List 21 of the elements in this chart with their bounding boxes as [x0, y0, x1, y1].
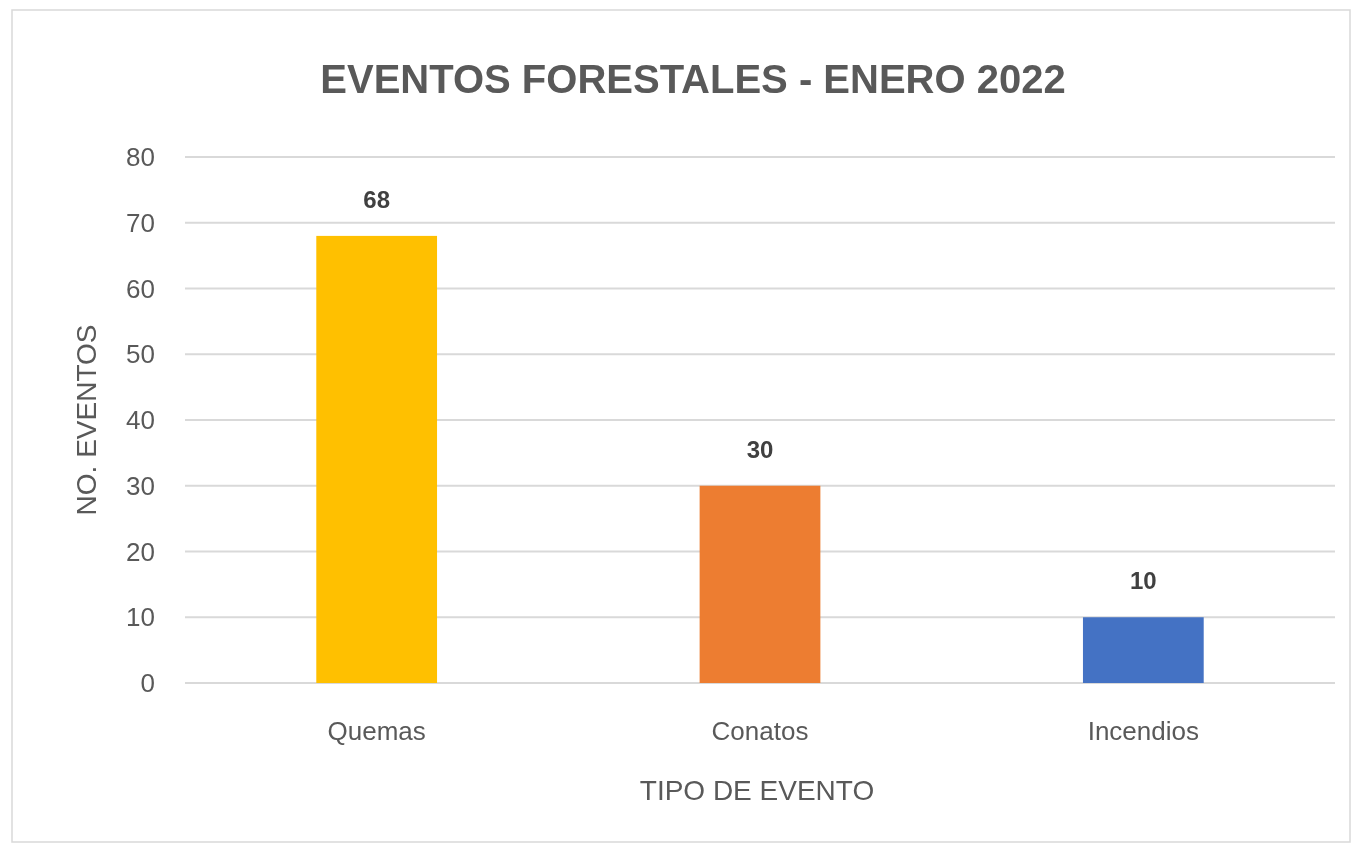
y-axis-title: NO. EVENTOS: [71, 324, 102, 516]
data-label: 30: [746, 435, 774, 463]
x-tick-label: Conatos: [711, 716, 809, 746]
y-tick-label: 20: [126, 536, 155, 567]
bar: [1082, 617, 1204, 683]
y-tick-label: 10: [126, 602, 155, 633]
x-tick-label: Quemas: [327, 716, 426, 746]
y-tick-label: 40: [126, 405, 155, 435]
bar: [316, 235, 438, 683]
data-label: 10: [1129, 567, 1157, 595]
data-label: 68: [363, 185, 391, 213]
y-tick-label: 80: [126, 142, 155, 172]
chart-title: EVENTOS FORESTALES - ENERO 2022: [320, 57, 1066, 101]
y-tick-label: 70: [126, 207, 155, 238]
y-tick-label: 30: [126, 470, 155, 501]
y-tick-label: 0: [140, 668, 155, 698]
y-tick-label: 60: [126, 273, 155, 304]
bar: [699, 485, 821, 683]
x-axis-title: TIPO DE EVENTO: [639, 775, 875, 806]
x-tick-label: Incendios: [1087, 716, 1199, 746]
y-tick-label: 50: [126, 339, 155, 370]
